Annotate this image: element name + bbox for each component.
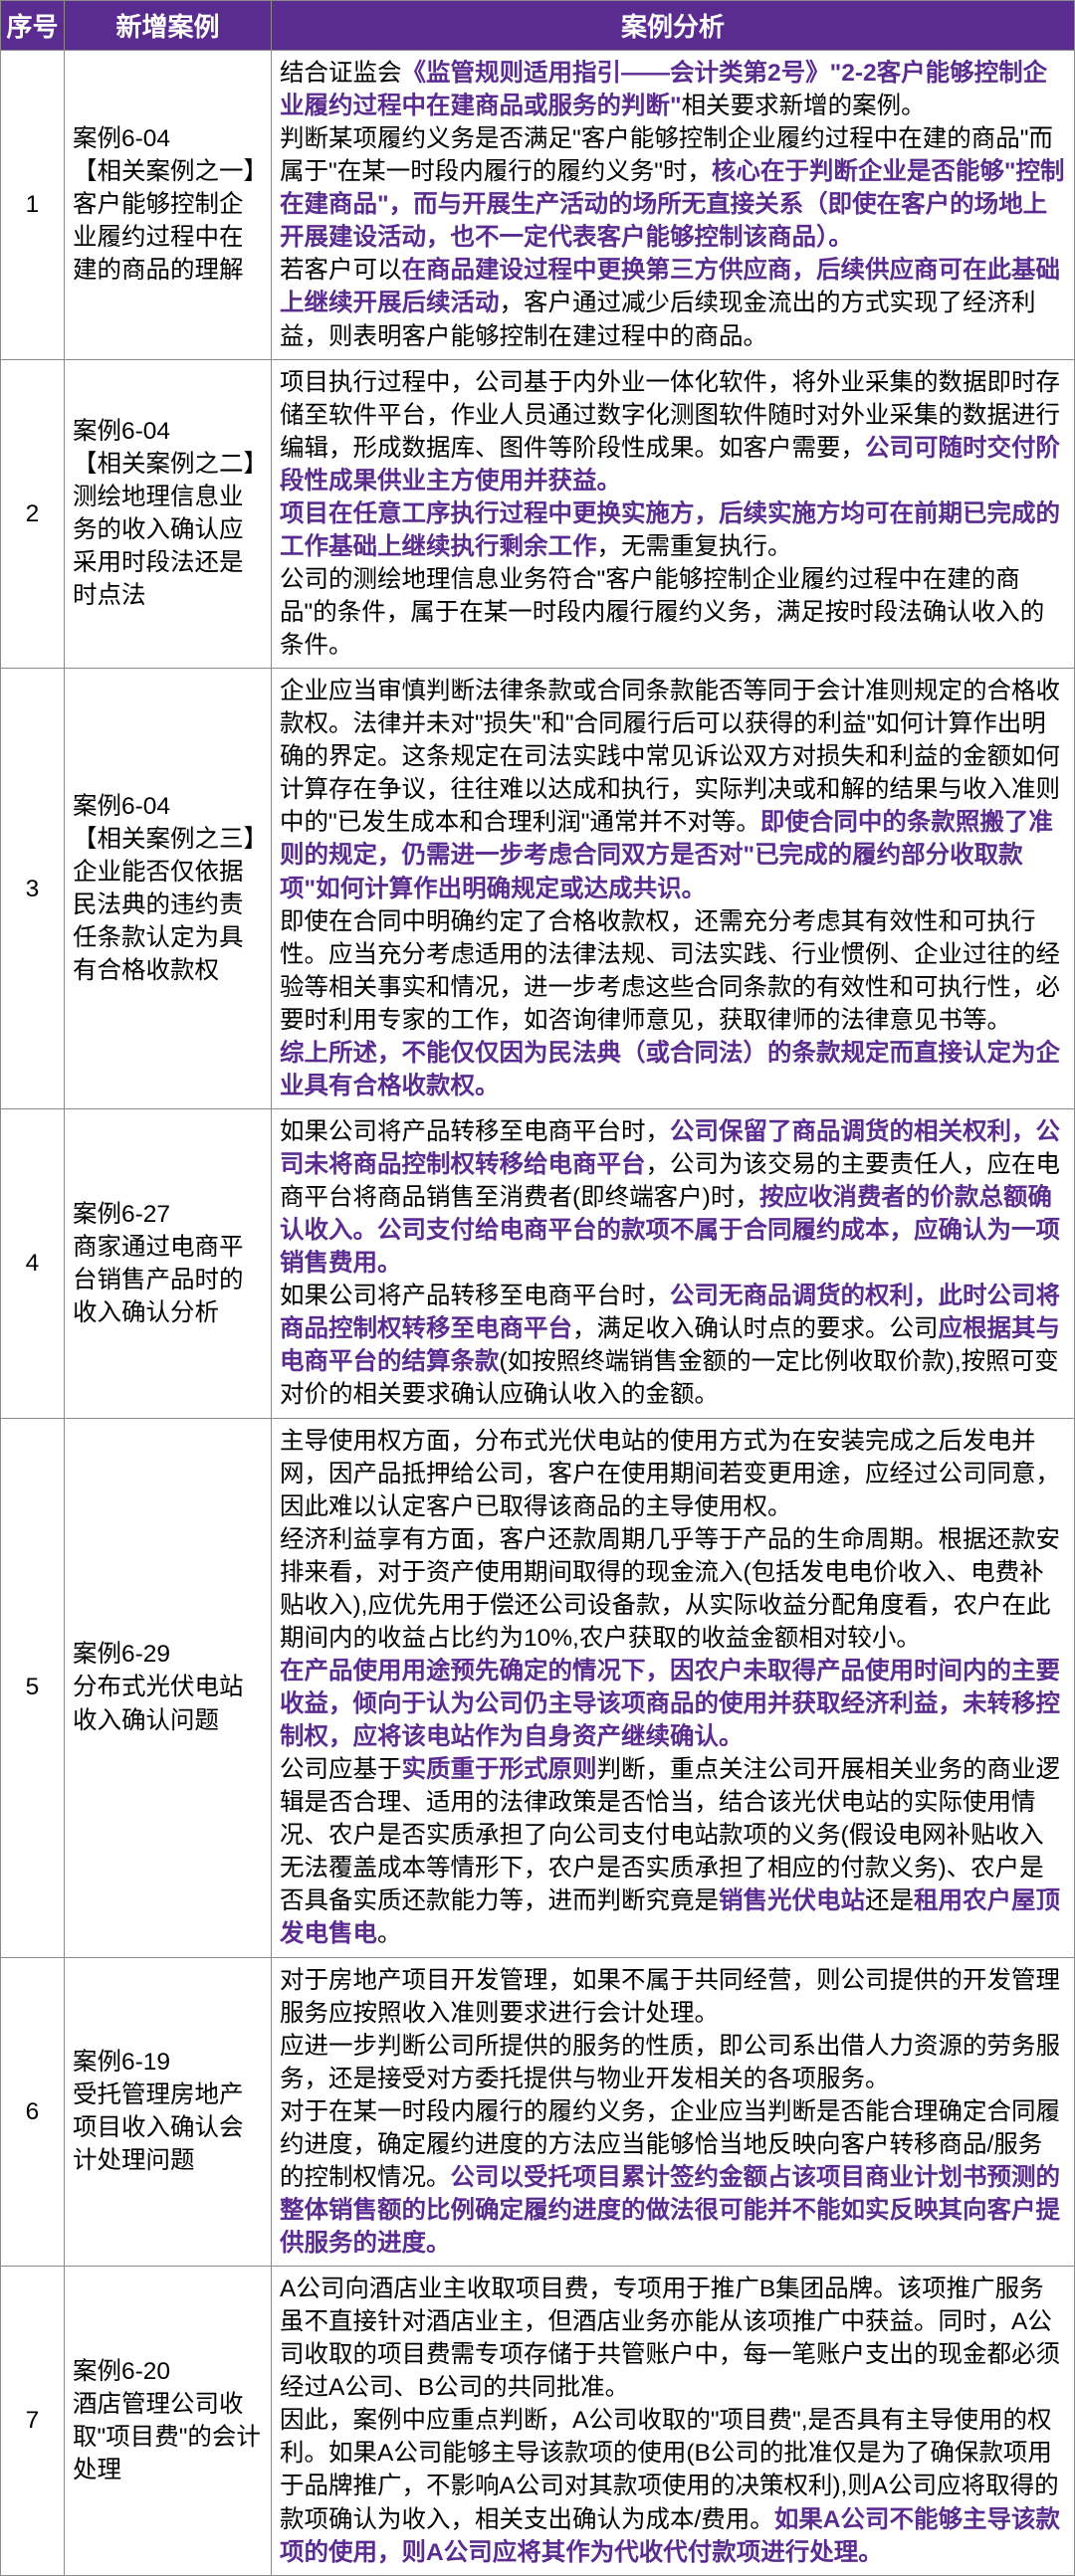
cell-analysis: 对于房地产项目开发管理，如果不属于共同经营，则公司提供的开发管理服务应按照收入准… xyxy=(272,1957,1075,2267)
body-text: 主导使用权方面，分布式光伏电站的使用方式为在安装完成之后发电并网，因产品抵押给公… xyxy=(280,1428,1060,1652)
cell-analysis: 如果公司将产品转移至电商平台时，公司保留了商品调货的相关权利，公司未将商品控制权… xyxy=(272,1108,1075,1418)
table-row: 7案例6-20 酒店管理公司收取"项目费"的会计处理A公司向酒店业主收取项目费，… xyxy=(1,2267,1075,2576)
table-row: 1案例6-04 【相关案例之一】客户能够控制企业履约过程中在建的商品的理解结合证… xyxy=(1,51,1075,360)
cell-seq: 1 xyxy=(1,51,65,360)
cell-analysis: 结合证监会《监管规则适用指引——会计类第2号》"2-2客户能够控制企业履约过程中… xyxy=(272,51,1075,360)
table-row: 6案例6-19 受托管理房地产项目收入确认会计处理问题对于房地产项目开发管理，如… xyxy=(1,1957,1075,2267)
header-analysis: 案例分析 xyxy=(272,1,1075,51)
body-text: 结合证监会 xyxy=(280,60,402,87)
cell-seq: 2 xyxy=(1,359,65,669)
header-seq: 序号 xyxy=(1,1,65,51)
cell-analysis: 企业应当审慎判断法律条款或合同条款能否等同于会计准则规定的合格收款权。法律并未对… xyxy=(272,669,1075,1109)
body-text: 如果公司将产品转移至电商平台时， xyxy=(280,1118,670,1145)
highlight-text: 实质重于形式原则 xyxy=(402,1756,597,1783)
cell-analysis: 项目执行过程中，公司基于内外业一体化软件，将外业采集的数据即时存储至软件平台，作… xyxy=(272,359,1075,669)
cell-seq: 3 xyxy=(1,669,65,1109)
body-text: 对于房地产项目开发管理，如果不属于共同经营，则公司提供的开发管理服务应按照收入准… xyxy=(280,1967,1060,2191)
header-row: 序号 新增案例 案例分析 xyxy=(1,1,1075,51)
table-row: 4案例6-27 商家通过电商平台销售产品时的收入确认分析如果公司将产品转移至电商… xyxy=(1,1108,1075,1418)
cell-analysis: A公司向酒店业主收取项目费，专项用于推广B集团品牌。该项推广服务虽不直接针对酒店… xyxy=(272,2267,1075,2576)
highlight-text: 在产品使用用途预先确定的情况下，因农户未取得产品使用时间内的主要收益，倾向于认为… xyxy=(280,1658,1060,1750)
body-text: 还是 xyxy=(865,1887,914,1914)
cell-case: 案例6-19 受托管理房地产项目收入确认会计处理问题 xyxy=(65,1957,272,2267)
case-table: 序号 新增案例 案例分析 1案例6-04 【相关案例之一】客户能够控制企业履约过… xyxy=(0,0,1075,2576)
highlight-text: 综上所述，不能仅仅因为民法典（或合同法）的条款规定而直接认定为企业具有合格收款权… xyxy=(280,1040,1060,1099)
highlight-text: 销售光伏电站 xyxy=(719,1887,865,1914)
cell-case: 案例6-27 商家通过电商平台销售产品时的收入确认分析 xyxy=(65,1108,272,1418)
cell-case: 案例6-04 【相关案例之一】客户能够控制企业履约过程中在建的商品的理解 xyxy=(65,51,272,360)
cell-case: 案例6-29 分布式光伏电站收入确认问题 xyxy=(65,1418,272,1957)
body-text: 即使在合同中明确约定了合格收款权，还需充分考虑其有效性和可执行性。应当充分考虑适… xyxy=(280,908,1060,1034)
body-text: 公司应基于 xyxy=(280,1756,402,1783)
body-text: 。 xyxy=(377,1920,402,1947)
body-text: ，满足收入确认时点的要求。公司 xyxy=(572,1315,939,1342)
cell-analysis: 主导使用权方面，分布式光伏电站的使用方式为在安装完成之后发电并网，因产品抵押给公… xyxy=(272,1418,1075,1957)
table-row: 5案例6-29 分布式光伏电站收入确认问题主导使用权方面，分布式光伏电站的使用方… xyxy=(1,1418,1075,1957)
cell-seq: 7 xyxy=(1,2267,65,2576)
cell-seq: 6 xyxy=(1,1957,65,2267)
header-case: 新增案例 xyxy=(65,1,272,51)
cell-seq: 4 xyxy=(1,1108,65,1418)
body-text: A公司向酒店业主收取项目费，专项用于推广B集团品牌。该项推广服务虽不直接针对酒店… xyxy=(280,2276,1060,2532)
table-row: 2案例6-04 【相关案例之二】测绘地理信息业务的收入确认应采用时段法还是时点法… xyxy=(1,359,1075,669)
cell-case: 案例6-04 【相关案例之三】企业能否仅依据民法典的违约责任条款认定为具有合格收… xyxy=(65,669,272,1109)
cell-case: 案例6-04 【相关案例之二】测绘地理信息业务的收入确认应采用时段法还是时点法 xyxy=(65,359,272,669)
body-text: 若客户可以 xyxy=(280,257,402,284)
table-row: 3案例6-04 【相关案例之三】企业能否仅依据民法典的违约责任条款认定为具有合格… xyxy=(1,669,1075,1109)
cell-seq: 5 xyxy=(1,1418,65,1957)
cell-case: 案例6-20 酒店管理公司收取"项目费"的会计处理 xyxy=(65,2267,272,2576)
body-text: 如果公司将产品转移至电商平台时， xyxy=(280,1283,670,1309)
